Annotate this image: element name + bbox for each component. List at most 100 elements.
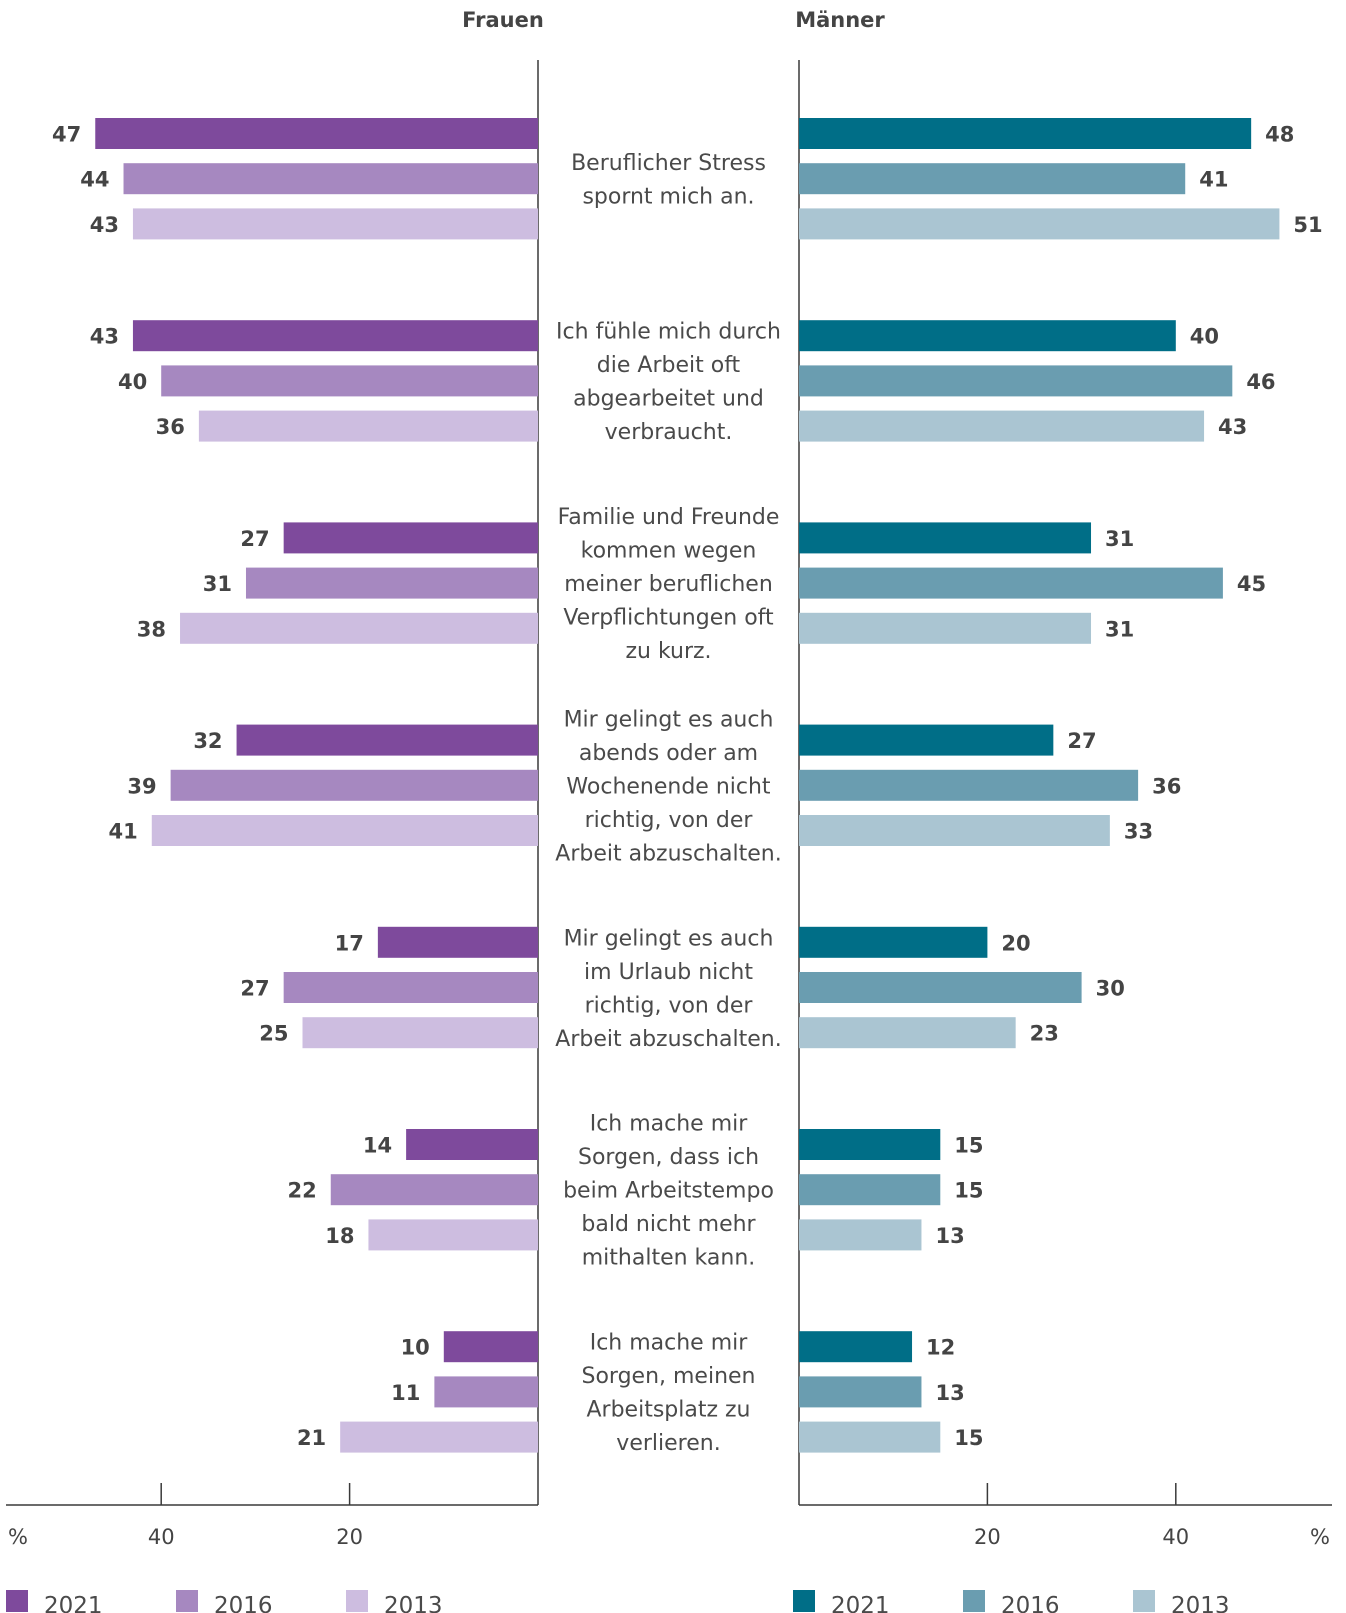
- bar-Frauen-2021-1: [132, 320, 538, 352]
- data-label-Frauen-2021-5: 14: [363, 1134, 392, 1158]
- legend-swatch-0-1: [176, 1590, 198, 1612]
- panel-title-1: Männer: [795, 8, 885, 32]
- bar-Frauen-2016-6: [434, 1376, 538, 1408]
- bar-Frauen-2021-0: [95, 118, 538, 149]
- data-label-Frauen-2021-4: 17: [335, 931, 364, 955]
- bar-Männer-2013-4: [799, 1017, 1016, 1049]
- bar-Männer-2013-0: [799, 208, 1280, 240]
- data-label-Frauen-2013-2: 38: [137, 617, 166, 641]
- legend-label-0-0: 2021: [44, 1593, 103, 1613]
- data-label-Männer-2013-1: 43: [1218, 415, 1247, 439]
- data-label-Frauen-2021-0: 47: [52, 123, 81, 147]
- bar-Männer-2021-5: [799, 1129, 941, 1160]
- bar-Männer-2016-4: [799, 972, 1082, 1003]
- data-label-Frauen-2016-3: 39: [127, 774, 156, 798]
- tick-label-0-0: 40: [148, 1525, 175, 1549]
- bar-Frauen-2013-1: [198, 410, 538, 442]
- bar-Frauen-2013-3: [151, 815, 538, 846]
- data-label-Frauen-2021-1: 43: [90, 325, 119, 349]
- unit-label-0: %: [8, 1525, 28, 1549]
- data-label-Frauen-2021-2: 27: [240, 527, 269, 551]
- legend-swatch-1-0: [793, 1590, 815, 1612]
- legend-swatch-0-2: [346, 1590, 368, 1612]
- bar-Männer-2013-1: [799, 410, 1205, 442]
- bar-Männer-2013-5: [799, 1219, 922, 1251]
- data-label-Frauen-2013-5: 18: [325, 1224, 354, 1248]
- bar-Frauen-2013-2: [180, 612, 539, 644]
- bar-Männer-2016-6: [799, 1376, 922, 1408]
- bar-Männer-2021-3: [799, 724, 1054, 756]
- category-label-6: Ich mache mir Sorgen, meinen Arbeitsplatz …: [581, 1331, 755, 1457]
- bar-Männer-2021-0: [799, 118, 1252, 149]
- bar-Frauen-2016-5: [330, 1174, 538, 1206]
- bar-Männer-2021-6: [799, 1331, 913, 1363]
- bar-Frauen-2016-2: [245, 567, 539, 599]
- data-label-Männer-2016-0: 41: [1199, 168, 1228, 192]
- bar-Frauen-2016-0: [123, 163, 539, 195]
- data-label-Männer-2013-4: 23: [1030, 1022, 1059, 1046]
- legend-swatch-1-1: [963, 1590, 985, 1612]
- data-label-Frauen-2013-3: 41: [109, 820, 138, 844]
- bar-Männer-2013-2: [799, 612, 1092, 644]
- data-label-Frauen-2013-1: 36: [156, 415, 185, 439]
- data-label-Männer-2013-3: 33: [1124, 820, 1153, 844]
- category-label-0: Beruflicher Stress spornt mich an.: [571, 151, 766, 210]
- data-label-Frauen-2016-1: 40: [118, 370, 147, 394]
- legend-label-0-1: 2016: [214, 1593, 273, 1613]
- bar-Männer-2021-2: [799, 522, 1092, 554]
- data-label-Männer-2021-2: 31: [1105, 527, 1134, 551]
- data-label-Männer-2016-1: 46: [1246, 370, 1275, 394]
- data-label-Männer-2016-2: 45: [1237, 572, 1266, 596]
- tick-label-1-0: 20: [974, 1525, 1001, 1549]
- data-label-Männer-2016-5: 15: [954, 1179, 983, 1203]
- data-label-Frauen-2016-0: 44: [80, 168, 109, 192]
- data-label-Männer-2013-2: 31: [1105, 617, 1134, 641]
- legend-label-1-0: 2021: [831, 1593, 890, 1613]
- data-label-Frauen-2016-2: 31: [203, 572, 232, 596]
- data-label-Frauen-2013-0: 43: [90, 213, 119, 237]
- category-label-1: Ich fühle mich durch die Arbeit oft abgear…: [556, 320, 781, 446]
- bar-Männer-2021-4: [799, 926, 988, 958]
- bar-Männer-2016-1: [799, 365, 1233, 397]
- data-label-Männer-2021-0: 48: [1265, 123, 1294, 147]
- bar-Frauen-2013-0: [132, 208, 538, 240]
- bar-Frauen-2016-1: [161, 365, 538, 397]
- panel-title-0: Frauen: [462, 8, 544, 32]
- bar-Frauen-2021-4: [377, 926, 538, 958]
- data-label-Frauen-2021-6: 10: [401, 1336, 430, 1360]
- data-label-Männer-2021-6: 12: [926, 1336, 955, 1360]
- data-label-Männer-2021-3: 27: [1067, 729, 1096, 753]
- data-label-Männer-2021-1: 40: [1190, 325, 1219, 349]
- bar-Frauen-2016-4: [283, 972, 538, 1003]
- legend-swatch-1-2: [1133, 1590, 1155, 1612]
- bar-Männer-2013-6: [799, 1421, 941, 1453]
- data-label-Frauen-2013-6: 21: [297, 1426, 326, 1450]
- bar-Männer-2016-0: [799, 163, 1186, 195]
- legend-swatch-0-0: [6, 1590, 28, 1612]
- bar-Frauen-2016-3: [170, 769, 538, 801]
- bar-Männer-2016-2: [799, 567, 1223, 599]
- bar-Männer-2016-5: [799, 1174, 941, 1206]
- bar-Frauen-2021-5: [406, 1129, 538, 1160]
- data-label-Männer-2021-4: 20: [1001, 931, 1030, 955]
- data-label-Frauen-2021-3: 32: [193, 729, 222, 753]
- data-label-Frauen-2016-5: 22: [288, 1179, 317, 1203]
- data-label-Männer-2013-6: 15: [954, 1426, 983, 1450]
- bar-Frauen-2013-4: [302, 1017, 538, 1049]
- legend-label-0-2: 2013: [384, 1593, 443, 1613]
- bar-Frauen-2021-3: [236, 724, 538, 756]
- data-label-Männer-2021-5: 15: [954, 1134, 983, 1158]
- data-label-Frauen-2016-6: 11: [391, 1381, 420, 1405]
- data-label-Frauen-2013-4: 25: [259, 1022, 288, 1046]
- category-label-2: Familie und Freunde kommen wegen meiner be…: [558, 505, 780, 664]
- legend-label-1-2: 2013: [1171, 1593, 1230, 1613]
- tick-label-1-1: 40: [1162, 1525, 1189, 1549]
- data-label-Männer-2016-6: 13: [935, 1381, 964, 1405]
- category-label-3: Mir gelingt es auch abends oder am Wochene…: [555, 707, 781, 866]
- bar-Männer-2021-1: [799, 320, 1176, 352]
- bar-Männer-2013-3: [799, 815, 1110, 846]
- data-label-Männer-2013-5: 13: [935, 1224, 964, 1248]
- bar-Frauen-2021-2: [283, 522, 538, 554]
- bar-Männer-2016-3: [799, 769, 1139, 801]
